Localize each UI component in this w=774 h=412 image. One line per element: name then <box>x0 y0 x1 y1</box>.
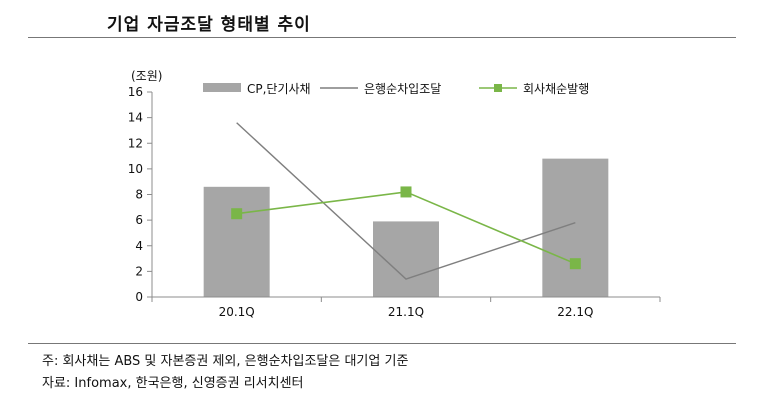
y-tick-label: 0 <box>135 290 143 304</box>
footnote-divider <box>28 343 736 344</box>
title-divider <box>28 37 736 38</box>
footnote-source: 자료: Infomax, 한국은행, 신영증권 리서치센터 <box>42 376 304 391</box>
x-tick-label: 20.1Q <box>219 305 255 319</box>
legend-swatch-bar <box>203 83 241 92</box>
y-tick-label: 2 <box>135 264 143 278</box>
legend-label: 은행순차입조달 <box>364 81 441 96</box>
y-tick-label: 14 <box>128 111 143 125</box>
y-tick-label: 12 <box>128 136 143 150</box>
legend: CP,단기사채 은행순차입조달 회사채순발행 <box>203 81 589 96</box>
page-title: 기업 자금조달 형태별 추이 <box>107 15 311 35</box>
data-point <box>231 208 243 220</box>
y-tick-label: 10 <box>128 162 143 176</box>
y-tick-label: 16 <box>128 85 143 99</box>
y-tick-label: 4 <box>135 239 143 253</box>
data-point <box>400 186 412 198</box>
y-tick-label: 8 <box>135 188 143 202</box>
footnote-note: 주: 회사채는 ABS 및 자본증권 제외, 은행순차입조달은 대기업 기준 <box>42 354 409 369</box>
bar-20.1Q <box>203 186 270 297</box>
y-axis-unit-label: (조원) <box>131 69 162 83</box>
bar-22.1Q <box>542 158 609 297</box>
legend-swatch-marker <box>494 84 502 92</box>
series-line-은행순차입조달 <box>236 122 576 280</box>
legend-label: 회사채순발행 <box>523 81 589 96</box>
legend-label: CP,단기사채 <box>247 82 311 96</box>
x-tick-label: 21.1Q <box>388 305 424 319</box>
plot-area: 0 2 4 6 8 10 12 14 16 20.1Q 21.1Q 22.1Q <box>128 85 661 319</box>
x-tick-label: 22.1Q <box>557 305 593 319</box>
data-point <box>569 258 581 270</box>
y-tick-label: 6 <box>135 213 143 227</box>
bar-21.1Q <box>373 221 439 297</box>
